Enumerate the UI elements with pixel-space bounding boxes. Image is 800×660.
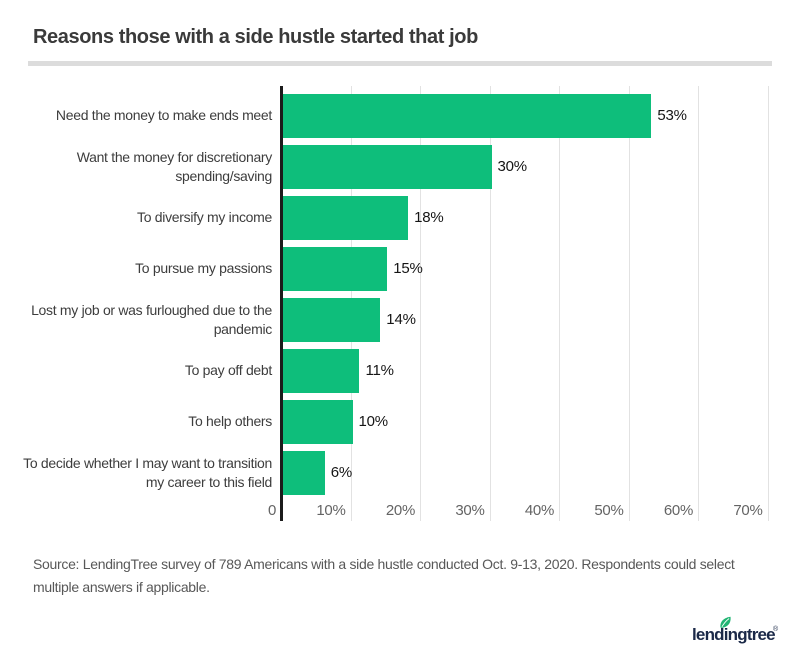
gridline	[489, 86, 491, 521]
gridline	[698, 86, 699, 521]
bar-value-label: 11%	[365, 361, 394, 379]
x-tick-label: 10%	[316, 502, 346, 519]
bar	[283, 195, 409, 240]
gridline	[767, 86, 769, 521]
x-tick-label: 50%	[594, 502, 624, 519]
x-tick-label: 20%	[385, 502, 415, 519]
category-label: To pay off debt	[184, 362, 272, 378]
bar	[283, 246, 388, 291]
category-label: Lost my job or was furloughed due to the…	[31, 301, 272, 337]
bar	[283, 399, 353, 444]
bar	[283, 450, 325, 495]
bar	[283, 348, 360, 393]
category-label: To decide whether I may want to transiti…	[23, 454, 272, 490]
leaf-icon	[720, 616, 731, 628]
chart-title: Reasons those with a side hustle started…	[33, 26, 478, 48]
category-label: Need the money to make ends meet	[55, 107, 272, 123]
bar-value-label: 6%	[330, 463, 352, 481]
lendingtree-logo: lendingtree ®	[692, 616, 787, 656]
category-label: To help others	[188, 413, 272, 429]
source-note: Source: LendingTree survey of 789 Americ…	[33, 556, 735, 595]
category-label: To pursue my passions	[135, 260, 272, 276]
registered-trademark: ®	[773, 626, 779, 633]
bar	[283, 93, 652, 138]
category-label: To diversify my income	[137, 209, 272, 225]
bar-value-label: 53%	[657, 106, 687, 124]
category-label: Want the money for discretionary spendin…	[76, 148, 273, 184]
x-tick-label: 0	[267, 502, 276, 519]
bar	[283, 297, 381, 342]
bar	[283, 144, 492, 189]
bar-value-label: 18%	[414, 208, 444, 226]
gridline	[420, 86, 421, 521]
x-tick-label: 30%	[455, 502, 485, 519]
bar-value-label: 10%	[358, 412, 389, 430]
gridline	[559, 86, 560, 521]
title-divider	[28, 61, 772, 66]
bar-value-label: 30%	[497, 157, 528, 175]
x-tick-label: 40%	[524, 502, 554, 519]
x-tick-label: 70%	[733, 502, 763, 519]
gridline	[628, 86, 630, 521]
logo-wordmark: lendingtree	[692, 625, 776, 644]
x-tick-label: 60%	[663, 502, 693, 519]
bar-value-label: 14%	[386, 310, 416, 328]
y-axis-line	[280, 86, 283, 521]
bar-value-label: 15%	[393, 259, 423, 277]
